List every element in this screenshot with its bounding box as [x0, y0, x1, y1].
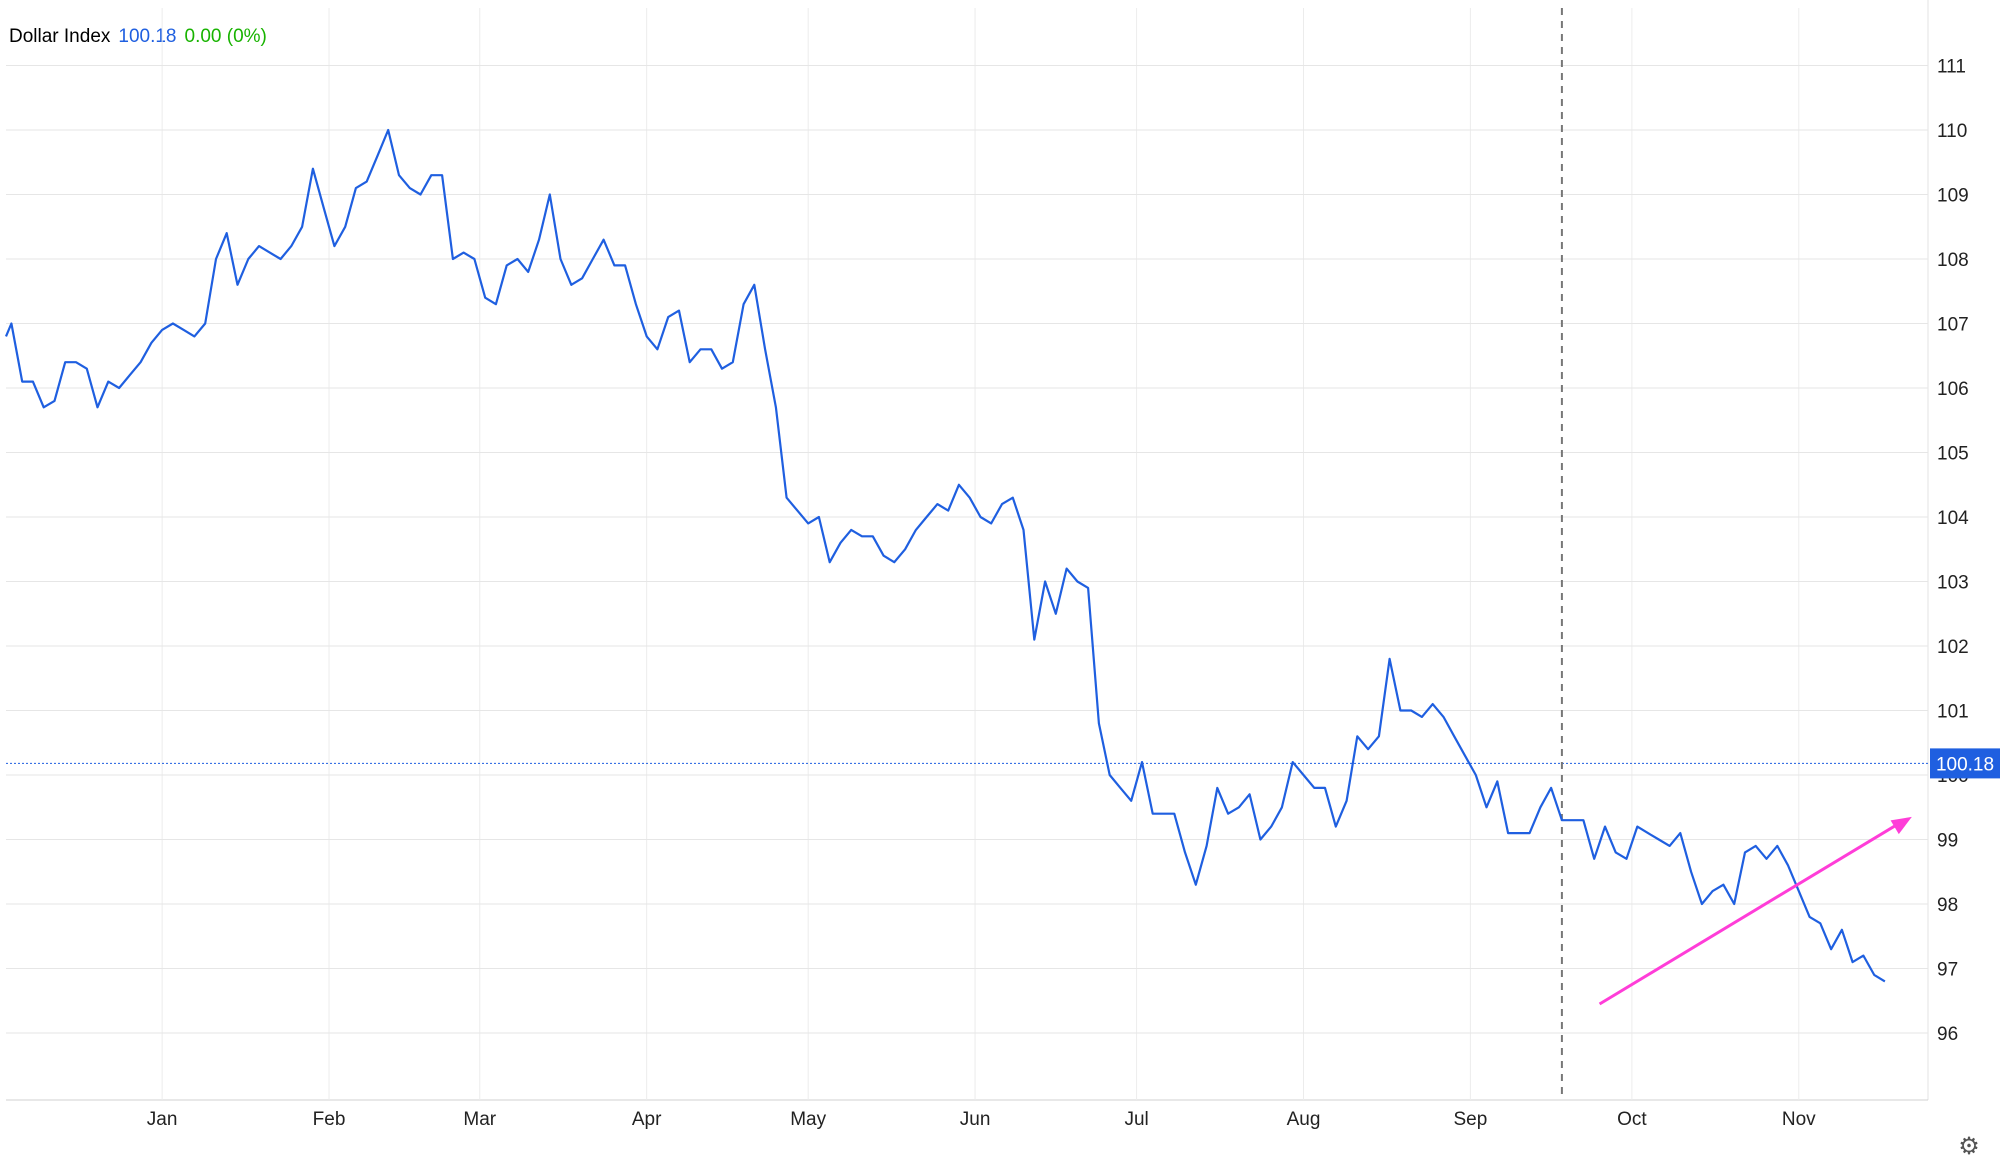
trend-arrow-head [1890, 816, 1912, 835]
y-tick-label: 99 [1937, 831, 1958, 852]
current-value-label: 100.18 [1936, 754, 1994, 775]
x-tick-label: Mar [463, 1109, 496, 1130]
trend-arrow-line [1598, 821, 1901, 1006]
x-tick-label: Apr [632, 1109, 662, 1130]
x-tick-label: Jan [147, 1109, 178, 1130]
y-tick-label: 102 [1937, 637, 1969, 658]
y-tick-label: 103 [1937, 573, 1969, 594]
y-tick-label: 107 [1937, 315, 1969, 336]
legend-series-name: Dollar Index [9, 26, 111, 47]
y-tick-label: 105 [1937, 444, 1969, 465]
y-tick-label: 104 [1937, 508, 1969, 529]
y-tick-label: 106 [1937, 379, 1969, 400]
y-tick-label: 96 [1937, 1024, 1958, 1045]
x-tick-label: Jul [1124, 1109, 1148, 1130]
y-tick-label: 108 [1937, 250, 1969, 271]
x-tick-label: Nov [1782, 1109, 1816, 1130]
y-tick-label: 111 [1937, 57, 1966, 78]
y-tick-label: 97 [1937, 960, 1958, 981]
series-line-dollar-index [4, 128, 1886, 983]
x-tick-label: Aug [1287, 1109, 1321, 1130]
x-tick-label: Sep [1453, 1109, 1487, 1130]
x-tick-label: Oct [1617, 1109, 1647, 1130]
y-tick-label: 110 [1937, 121, 1967, 142]
x-tick-label: Jun [960, 1109, 991, 1130]
y-tick-label: 109 [1937, 186, 1969, 207]
legend-change: 0.00 (0%) [184, 26, 267, 47]
y-tick-label: 98 [1937, 895, 1958, 916]
x-tick-label: Feb [313, 1109, 346, 1130]
current-value-badge: 100.18 [1930, 748, 2000, 779]
y-tick-label: 101 [1937, 702, 1969, 723]
x-tick-label: May [790, 1109, 826, 1130]
gear-icon[interactable]: ⚙ [1958, 1133, 1980, 1160]
current-value-badge-bg [1930, 748, 2000, 779]
